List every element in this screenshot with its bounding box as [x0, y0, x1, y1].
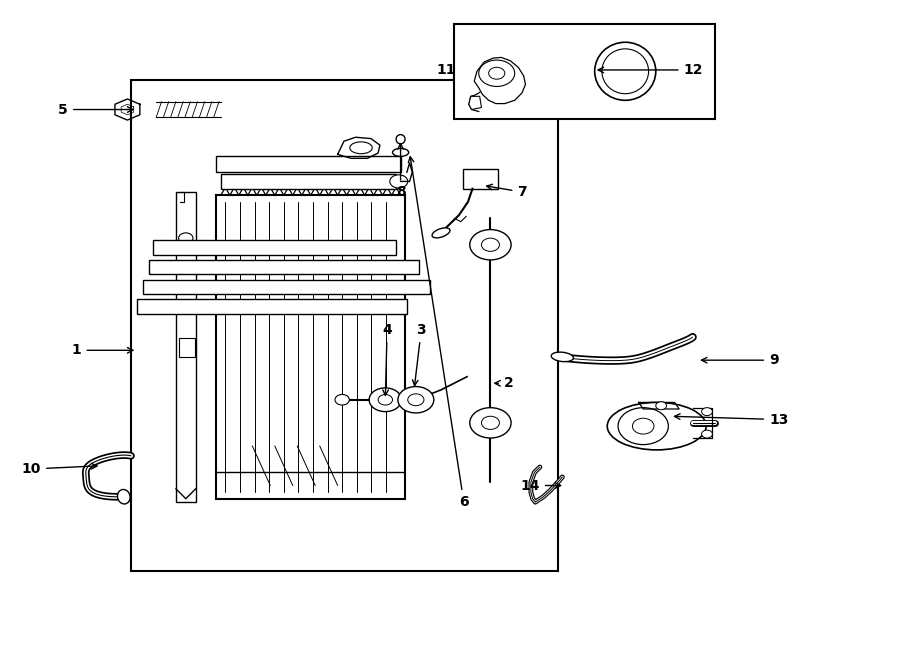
- Circle shape: [378, 395, 392, 405]
- Circle shape: [702, 430, 713, 438]
- Text: 13: 13: [674, 412, 788, 426]
- Circle shape: [482, 238, 500, 251]
- Text: 7: 7: [487, 184, 527, 199]
- Polygon shape: [469, 97, 482, 110]
- Bar: [464, 169, 498, 188]
- Ellipse shape: [595, 42, 656, 100]
- Ellipse shape: [350, 142, 373, 154]
- Bar: [131, 80, 558, 571]
- Text: 12: 12: [598, 63, 703, 77]
- Bar: [216, 195, 405, 498]
- Text: 2: 2: [495, 376, 514, 390]
- Text: 9: 9: [701, 353, 778, 367]
- Text: 4: 4: [382, 323, 392, 395]
- Circle shape: [408, 394, 424, 406]
- Ellipse shape: [608, 403, 706, 450]
- Text: 8: 8: [396, 143, 406, 200]
- Ellipse shape: [392, 149, 409, 157]
- Circle shape: [470, 229, 511, 260]
- Bar: [176, 192, 195, 502]
- Bar: [138, 299, 407, 314]
- Polygon shape: [474, 58, 526, 104]
- Circle shape: [489, 67, 505, 79]
- Bar: [154, 240, 396, 254]
- Bar: [143, 280, 430, 294]
- Ellipse shape: [602, 49, 649, 94]
- Bar: [454, 24, 716, 120]
- Text: 1: 1: [72, 343, 133, 358]
- Text: 11: 11: [436, 63, 456, 77]
- Circle shape: [656, 402, 667, 410]
- Circle shape: [335, 395, 349, 405]
- Bar: [178, 338, 194, 357]
- Circle shape: [369, 388, 401, 412]
- Circle shape: [390, 175, 408, 188]
- Circle shape: [398, 387, 434, 413]
- Circle shape: [633, 418, 654, 434]
- Ellipse shape: [551, 352, 573, 362]
- Circle shape: [482, 416, 500, 430]
- Text: 10: 10: [22, 462, 97, 476]
- Text: 3: 3: [412, 323, 426, 385]
- Bar: [220, 174, 396, 188]
- Circle shape: [618, 408, 669, 445]
- Circle shape: [479, 60, 515, 87]
- Circle shape: [178, 233, 193, 243]
- Text: 14: 14: [520, 479, 561, 492]
- Ellipse shape: [118, 490, 130, 504]
- Bar: [216, 157, 400, 173]
- Circle shape: [470, 408, 511, 438]
- Ellipse shape: [396, 135, 405, 144]
- Ellipse shape: [432, 228, 450, 238]
- Text: 5: 5: [58, 102, 133, 116]
- Text: 6: 6: [409, 157, 469, 509]
- Bar: [149, 260, 418, 274]
- Circle shape: [702, 408, 713, 416]
